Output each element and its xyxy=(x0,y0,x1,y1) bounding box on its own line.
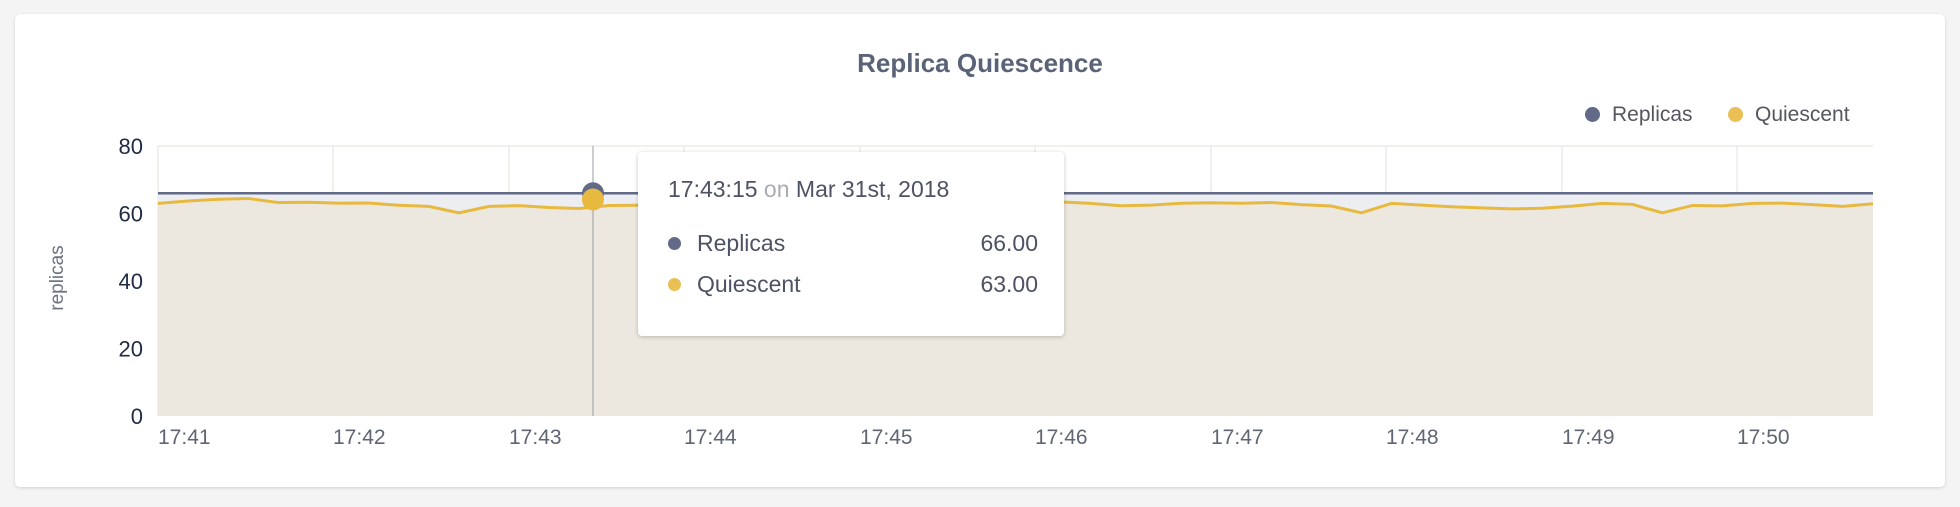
svg-text:17:45: 17:45 xyxy=(860,426,913,449)
svg-text:80: 80 xyxy=(119,134,143,159)
svg-text:17:49: 17:49 xyxy=(1562,426,1615,449)
svg-text:17:43: 17:43 xyxy=(509,426,562,449)
svg-text:60: 60 xyxy=(119,202,143,227)
svg-text:17:44: 17:44 xyxy=(684,426,737,449)
svg-text:17:48: 17:48 xyxy=(1386,426,1439,449)
svg-text:17:50: 17:50 xyxy=(1737,426,1790,449)
svg-text:17:42: 17:42 xyxy=(333,426,386,449)
svg-text:40: 40 xyxy=(119,269,143,294)
svg-text:17:41: 17:41 xyxy=(158,426,211,449)
svg-text:20: 20 xyxy=(119,337,143,362)
svg-text:0: 0 xyxy=(131,404,143,429)
svg-text:17:46: 17:46 xyxy=(1035,426,1088,449)
svg-text:17:47: 17:47 xyxy=(1211,426,1264,449)
